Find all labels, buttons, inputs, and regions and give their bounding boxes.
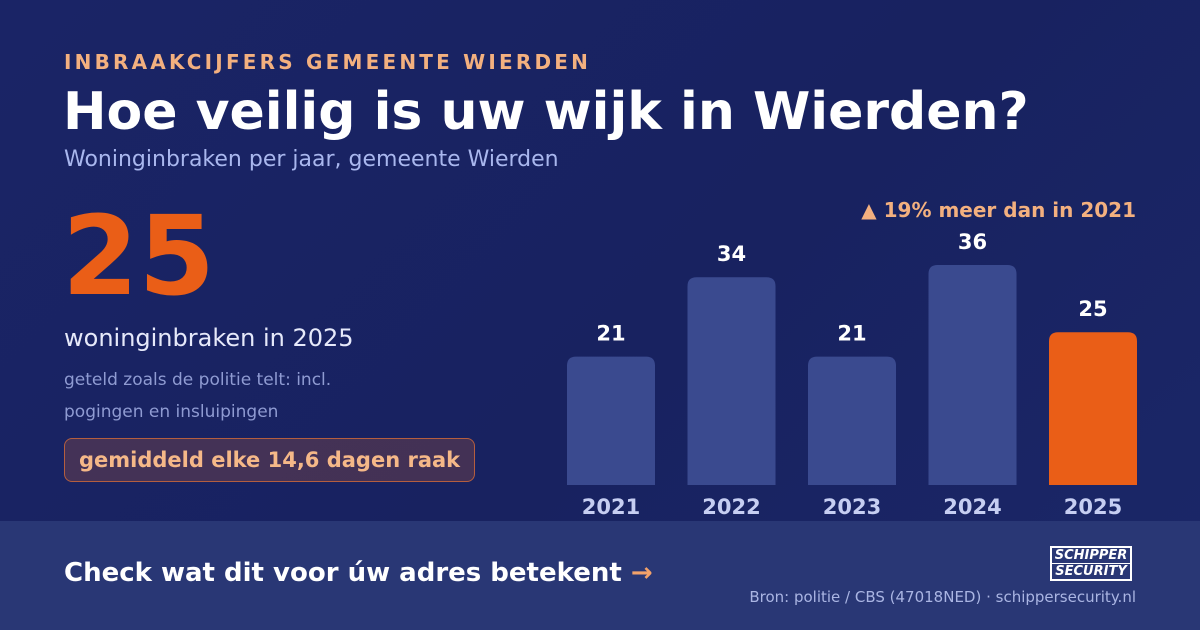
x-tick-2023: 2023 [823,495,881,519]
x-tick-2022: 2022 [702,495,760,519]
data-label-2022: 34 [717,242,746,266]
highlight-note: geteld zoals de politie telt: incl. pogi… [64,370,332,422]
highlight-label: woninginbraken in 2025 [64,324,354,352]
cta-text: Check wat dit voor úw adres betekent [64,558,622,588]
bar-2023 [808,356,896,485]
source-note: Bron: politie / CBS (47018NED) · schippe… [749,588,1136,606]
x-tick-2021: 2021 [582,495,640,519]
logo-line-1: SCHIPPER [1052,548,1130,564]
kicker: INBRAAKCIJFERS GEMEENTE WIERDEN [64,50,592,74]
data-label-2024: 36 [958,230,987,254]
data-label-2021: 21 [596,322,625,346]
x-tick-2025: 2025 [1064,495,1122,519]
logo-line-2: SECURITY [1055,564,1127,579]
data-label-2025: 25 [1078,297,1107,321]
cta-link[interactable]: Check wat dit voor úw adres betekent → [64,558,653,588]
change-callout: ▲ 19% meer dan in 2021 [861,198,1136,222]
data-label-2023: 21 [837,322,866,346]
bar-2024 [928,265,1017,485]
frequency-badge: gemiddeld elke 14,6 dagen raak [64,438,476,482]
x-tick-2024: 2024 [943,495,1001,519]
bar-2022 [687,277,776,485]
page-title: Hoe veilig is uw wijk in Wierden? [63,82,1029,142]
bar-2025 [1049,332,1137,485]
arrow-right-icon: → [630,558,653,588]
bar-2021 [567,356,655,485]
highlight-number: 25 [62,192,216,320]
footer: Check wat dit voor úw adres betekent → S… [0,521,1200,630]
page-subtitle: Woninginbraken per jaar, gemeente Wierde… [64,147,559,172]
brand-logo: SCHIPPER SECURITY [1050,546,1132,581]
